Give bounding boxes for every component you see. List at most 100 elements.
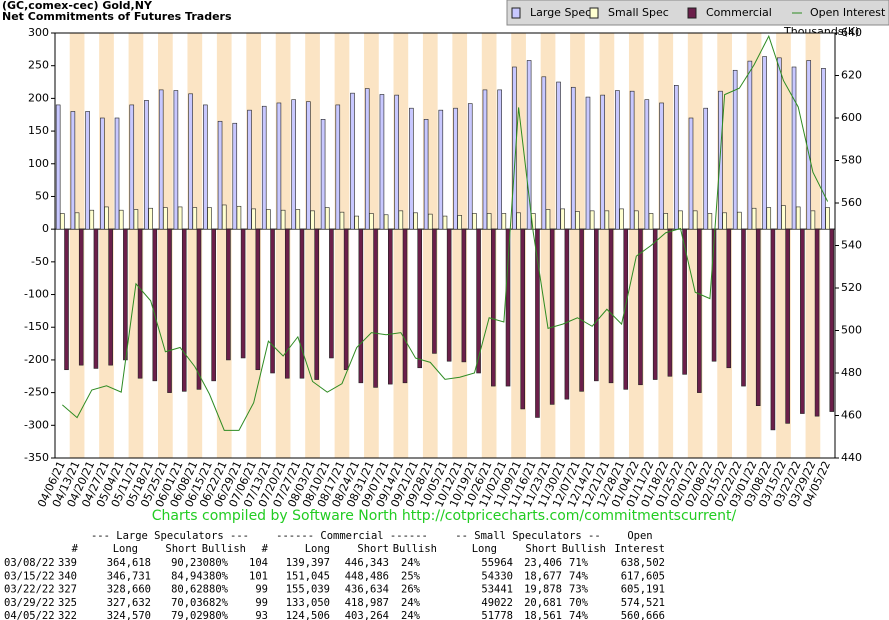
bar [196, 228, 202, 390]
table-cell: 446,343 [345, 557, 389, 569]
bar [78, 228, 84, 366]
bar [629, 90, 635, 230]
bar [682, 228, 687, 375]
bar [284, 228, 290, 379]
bar [232, 122, 238, 230]
bar [60, 213, 65, 230]
bar [806, 60, 812, 230]
bar [261, 105, 267, 230]
table-cell: 73% [569, 584, 589, 596]
bar [236, 205, 242, 230]
bar [482, 89, 488, 230]
table-cell: 139,397 [286, 557, 330, 569]
table-cell: 54330 [481, 570, 513, 582]
bar [501, 213, 507, 230]
bar [369, 213, 374, 230]
table-header: Bullish [202, 543, 246, 555]
table-cell: 339 [58, 557, 77, 569]
bar [644, 99, 650, 230]
bar [108, 228, 113, 366]
bar [520, 228, 526, 410]
table-header: Long [472, 543, 497, 555]
table-cell: 18,561 [524, 610, 562, 620]
plot-frame [54, 32, 836, 459]
table-cell: 99 [255, 584, 268, 596]
bar [314, 228, 319, 380]
table-cell: 155,039 [286, 584, 330, 596]
table-cell: 340 [58, 570, 77, 582]
table-cell: 71% [569, 557, 589, 569]
table-group: Open [627, 530, 652, 542]
bar [688, 117, 694, 230]
bar [707, 213, 713, 230]
table-cell: 638,502 [621, 557, 665, 569]
bar [148, 207, 153, 230]
bar [221, 204, 227, 230]
table-cell: 25% [401, 570, 421, 582]
bar [177, 206, 183, 230]
bar [144, 100, 149, 230]
line [62, 34, 829, 431]
bar [276, 102, 282, 230]
bar [226, 228, 231, 361]
table-cell: 18,677 [524, 570, 562, 582]
bar [354, 215, 359, 230]
bar [217, 120, 223, 230]
bar [556, 81, 561, 230]
table-cell: 20,681 [524, 597, 562, 609]
bar [825, 207, 830, 230]
bar [74, 212, 80, 230]
table-cell: 19,878 [524, 584, 562, 596]
bar [432, 228, 437, 354]
bar [461, 228, 467, 363]
bar [402, 228, 408, 384]
y-tick-label: 150 [28, 124, 49, 137]
table-cell: 24% [401, 610, 421, 620]
bar [659, 102, 664, 230]
bar [737, 211, 742, 230]
bar [255, 228, 261, 371]
y-tick-label: -350 [24, 451, 49, 464]
bar [85, 111, 90, 230]
y-tick-label: 250 [28, 59, 49, 72]
table-cell: 04/05/22 [4, 610, 55, 620]
bar [394, 94, 399, 230]
bar [732, 69, 738, 230]
bar [560, 208, 566, 230]
bar [638, 228, 643, 386]
table-cell: 327 [58, 584, 77, 596]
bar [310, 210, 315, 230]
bar [652, 228, 658, 380]
bar [417, 228, 423, 369]
table-cell: 605,191 [621, 584, 665, 596]
table-cell: 24% [401, 557, 421, 569]
chart-subtitle: Net Commitments of Futures Traders [2, 10, 232, 23]
table-cell: 03/22/22 [4, 584, 55, 596]
y2-tick-label: 460 [841, 409, 862, 422]
bar [339, 211, 345, 230]
bar [266, 209, 271, 230]
bar [438, 109, 444, 230]
bar [167, 228, 172, 393]
bar [497, 89, 502, 230]
bar [564, 228, 570, 400]
bar [770, 228, 776, 431]
bar [203, 104, 208, 230]
bar [623, 228, 629, 390]
y-tick-label: -300 [24, 418, 49, 431]
bar [383, 214, 389, 230]
table-cell: 104 [249, 557, 268, 569]
legend-swatch [687, 7, 697, 19]
bar [364, 88, 370, 230]
legend-swatch [589, 7, 599, 19]
table-cell: 324,570 [107, 610, 151, 620]
table-cell: 53441 [481, 584, 513, 596]
bar [762, 56, 767, 230]
table-cell: 80% [209, 610, 229, 620]
table-cell: 70% [569, 597, 589, 609]
bar [526, 60, 532, 230]
y-tick-label: -50 [31, 255, 49, 268]
table-cell: 84,943 [171, 570, 209, 582]
bar [814, 228, 820, 417]
bar [163, 207, 168, 230]
